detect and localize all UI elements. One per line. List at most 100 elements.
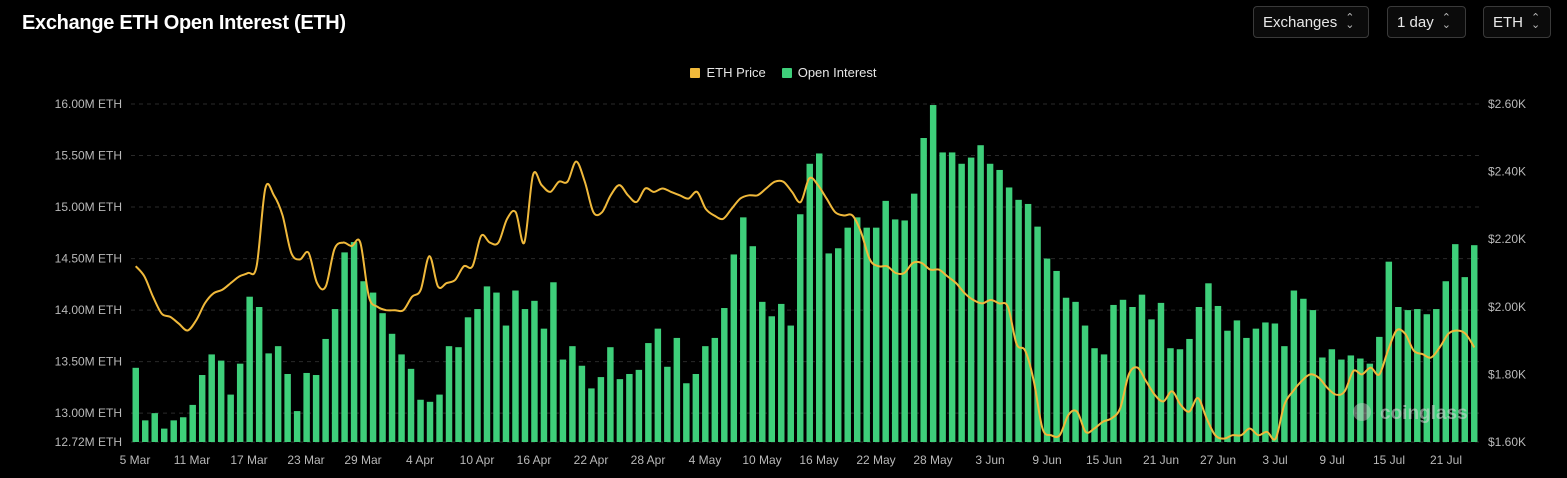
oi-bar bbox=[217, 360, 225, 442]
oi-bar bbox=[255, 307, 263, 442]
unit-select[interactable]: ETH ⌃ ⌄ bbox=[1483, 6, 1551, 38]
oi-bar bbox=[1452, 244, 1459, 442]
legend-item-open-interest[interactable]: Open Interest bbox=[781, 65, 877, 80]
oi-bar bbox=[702, 346, 709, 442]
oi-bar bbox=[948, 152, 956, 442]
oi-bar bbox=[142, 420, 149, 442]
y-left-tick-label: 16.00M ETH bbox=[55, 97, 122, 111]
y-right-tick-label: $2.20K bbox=[1488, 232, 1526, 246]
oi-bar bbox=[512, 290, 519, 442]
exchanges-select[interactable]: Exchanges ⌃ ⌄ bbox=[1253, 6, 1369, 38]
oi-bar bbox=[1100, 354, 1108, 442]
oi-bar bbox=[787, 325, 794, 442]
oi-bar bbox=[578, 365, 586, 442]
oi-bar bbox=[312, 375, 320, 442]
oi-bar bbox=[407, 368, 415, 442]
legend-item-eth-price[interactable]: ETH Price bbox=[690, 65, 766, 80]
oi-bar bbox=[692, 373, 700, 442]
oi-bar bbox=[1224, 330, 1231, 442]
chart-legend: ETH Price Open Interest bbox=[0, 65, 1567, 80]
x-tick-label: 3 Jun bbox=[975, 453, 1004, 467]
y-left-tick-label: 12.72M ETH bbox=[55, 435, 122, 449]
x-tick-label: 4 Apr bbox=[406, 453, 434, 467]
oi-bar bbox=[360, 281, 367, 442]
oi-bar bbox=[1300, 298, 1307, 442]
oi-bar bbox=[1357, 358, 1364, 442]
oi-bar bbox=[331, 309, 339, 442]
oi-bar bbox=[1461, 277, 1468, 442]
oi-bar bbox=[1214, 305, 1222, 442]
watermark-text: coinglass bbox=[1380, 403, 1468, 424]
oi-bar bbox=[1157, 302, 1165, 442]
updown-chevron-icon: ⌃ ⌄ bbox=[1531, 12, 1541, 31]
oi-bar bbox=[1395, 307, 1402, 442]
oi-bar bbox=[607, 347, 614, 442]
oi-bar bbox=[474, 309, 481, 442]
x-axis-ticks: 5 Mar 11 Mar 17 Mar 23 Mar 29 Mar 4 Apr 10 Apr… bbox=[120, 453, 1462, 467]
oi-bar bbox=[1243, 337, 1250, 442]
oi-bar bbox=[559, 359, 567, 442]
oi-bar bbox=[626, 373, 633, 442]
oi-bar bbox=[654, 328, 662, 442]
oi-bar bbox=[569, 346, 576, 442]
oi-bar bbox=[398, 354, 405, 442]
oi-bar bbox=[882, 200, 889, 442]
oi-bar bbox=[1262, 322, 1269, 442]
y-left-tick-label: 13.50M ETH bbox=[55, 355, 122, 369]
oi-bar bbox=[1072, 301, 1079, 442]
updown-chevron-icon: ⌃ ⌄ bbox=[1345, 12, 1355, 31]
price-line bbox=[134, 160, 1476, 441]
oi-bar bbox=[540, 328, 548, 442]
oi-bar bbox=[768, 316, 776, 442]
oi-bar bbox=[436, 394, 443, 442]
oi-bar bbox=[1186, 338, 1193, 442]
oi-bar bbox=[1138, 294, 1146, 442]
oi-bar bbox=[1414, 309, 1421, 442]
x-tick-label: 9 Jul bbox=[1319, 453, 1344, 467]
exchanges-select-label: Exchanges bbox=[1263, 13, 1338, 31]
oi-bar bbox=[1091, 348, 1098, 442]
oi-bar bbox=[227, 394, 234, 442]
oi-bar bbox=[1281, 346, 1288, 442]
x-tick-label: 10 Apr bbox=[460, 453, 495, 467]
oi-bar bbox=[303, 372, 310, 442]
oi-bar bbox=[293, 411, 301, 442]
x-tick-label: 5 Mar bbox=[120, 453, 151, 467]
x-tick-label: 16 Apr bbox=[517, 453, 552, 467]
oi-bar bbox=[597, 377, 605, 442]
oi-bar bbox=[1053, 270, 1060, 442]
page-title: Exchange ETH Open Interest (ETH) bbox=[22, 12, 346, 34]
y-left-tick-label: 15.50M ETH bbox=[55, 149, 122, 163]
y-right-tick-label: $2.00K bbox=[1488, 300, 1526, 314]
oi-bar bbox=[740, 217, 747, 442]
oi-bar bbox=[616, 379, 624, 442]
oi-bar bbox=[929, 105, 937, 442]
oi-bar bbox=[550, 282, 557, 442]
oi-bar bbox=[1119, 299, 1127, 442]
x-tick-label: 4 May bbox=[689, 453, 722, 467]
oi-bar bbox=[1376, 336, 1383, 442]
oi-bar bbox=[179, 417, 187, 442]
oi-bar bbox=[863, 227, 870, 442]
x-tick-label: 9 Jun bbox=[1032, 453, 1061, 467]
oi-bar bbox=[1176, 349, 1184, 442]
oi-bar bbox=[521, 309, 529, 442]
y-left-tick-label: 14.50M ETH bbox=[55, 252, 122, 266]
y-left-tick-label: 14.00M ETH bbox=[55, 303, 122, 317]
oi-bar bbox=[1338, 359, 1345, 442]
oi-bar bbox=[749, 246, 757, 442]
y-left-tick-label: 15.00M ETH bbox=[55, 200, 122, 214]
y-right-tick-label: $2.40K bbox=[1488, 165, 1526, 179]
oi-bar bbox=[939, 152, 946, 442]
legend-label-eth-price: ETH Price bbox=[706, 65, 766, 80]
y-axis-right: $1.60K $1.80K $2.00K $2.20K $2.40K $2.60K bbox=[1488, 97, 1526, 449]
oi-bar bbox=[132, 367, 139, 442]
oi-bar bbox=[664, 366, 671, 442]
interval-select[interactable]: 1 day ⌃ ⌄ bbox=[1387, 6, 1466, 38]
x-tick-label: 11 Mar bbox=[174, 453, 210, 467]
oi-bar bbox=[996, 169, 1003, 442]
oi-bar bbox=[1129, 307, 1136, 442]
oi-bar bbox=[1233, 320, 1241, 442]
oi-bar bbox=[711, 337, 719, 442]
oi-bar bbox=[1442, 281, 1450, 442]
